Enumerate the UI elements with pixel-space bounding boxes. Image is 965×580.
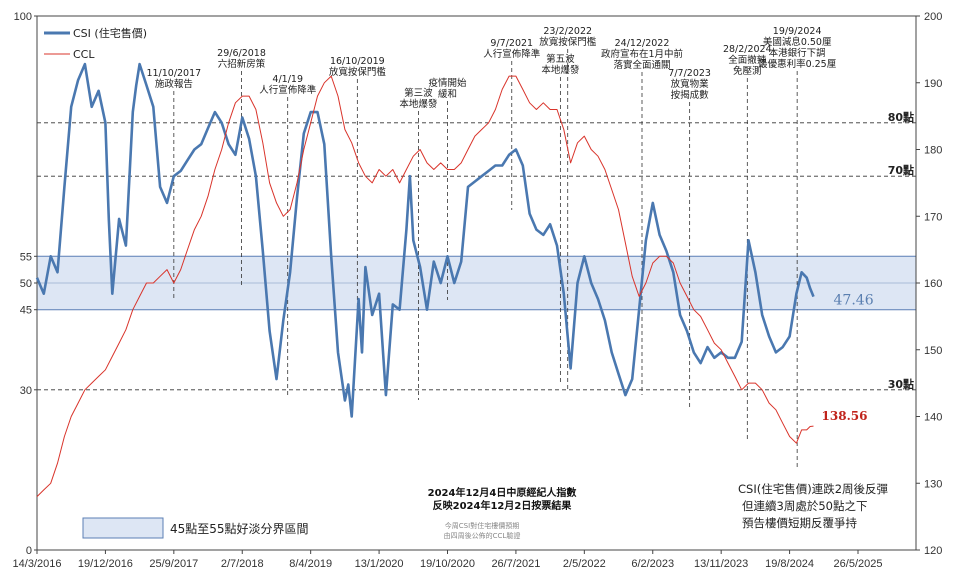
event-label-3-2: 人行宣佈降準 [259, 84, 317, 96]
neutral-band-layer [37, 255, 916, 311]
left-tick-50: 50 [20, 278, 32, 290]
left-tick-45: 45 [20, 305, 32, 317]
event-lines-layer [173, 49, 798, 470]
event-label-13-4: 最優惠利率0.25厘 [758, 58, 837, 70]
event-label-10-2: 政府宣布在1月中前 [601, 48, 683, 60]
comment-line-1: CSI(住宅售價)連跌2周後反彈 [738, 482, 889, 496]
event-label-13-1: 19/9/2024 [773, 26, 822, 37]
event-label-7-2: 人行宣佈降準 [483, 48, 541, 60]
chart-title-line-2: 反映2024年12月2日按票結果 [433, 499, 573, 512]
event-label-13-3: 本港銀行下調 [769, 47, 826, 59]
csi-last-value: 47.46 [834, 293, 874, 309]
ccl-series-line [36, 75, 814, 497]
x-tick-19/8/2024: 19/8/2024 [765, 558, 814, 570]
legend-ccl-label: CCL [73, 48, 95, 61]
event-label-11-1: 7/7/2023 [668, 68, 711, 79]
event-label-11-2: 放寬物業 [671, 78, 710, 90]
x-tick-13/1/2020: 13/1/2020 [355, 558, 404, 570]
event-label-8-1: 23/2/2022 [543, 26, 592, 37]
axes-layer: 0 30 45 50 55 100 120 130 140 150 160 170 180 190 200 1… [13, 11, 943, 570]
left-tick-100: 100 [14, 11, 32, 23]
left-tick-0: 0 [26, 545, 32, 557]
left-tick-30: 30 [20, 385, 32, 397]
legend-csi-label: CSI (住宅售價) [73, 26, 147, 40]
event-label-6-1: 疫情開始 [428, 77, 467, 89]
legend: CSI (住宅售價) CCL [44, 26, 147, 61]
x-tick-6/2/2023: 6/2/2023 [631, 558, 674, 570]
x-tick-2/7/2018: 2/7/2018 [221, 558, 264, 570]
right-tick-180: 180 [924, 145, 942, 157]
x-tick-26/5/2025: 26/5/2025 [834, 558, 883, 570]
event-label-12-1: 28/2/2024 [723, 44, 772, 55]
x-tick-13/11/2023: 13/11/2023 [694, 558, 748, 570]
event-label-3-1: 4/1/19 [272, 74, 303, 85]
right-tick-170: 170 [924, 211, 942, 223]
band-legend-label: 45點至55點好淡分界區間 [170, 522, 309, 536]
chart-title-line-1: 2024年12月4日中原經紀人指數 [428, 486, 577, 499]
event-label-4-2: 放寬按保門檻 [329, 66, 387, 78]
event-label-12-3: 免壓測 [733, 65, 762, 77]
right-tick-190: 190 [924, 78, 942, 90]
event-label-1-1: 11/10/2017 [146, 68, 201, 79]
event-label-10-3: 落實全面通關 [613, 59, 670, 71]
event-label-10-1: 24/12/2022 [615, 38, 670, 49]
right-tick-140: 140 [924, 412, 942, 424]
ref-label-70: 70點 [888, 163, 914, 177]
x-tick-8/4/2019: 8/4/2019 [289, 558, 332, 570]
event-label-2-1: 29/6/2018 [217, 48, 266, 59]
event-label-9-2: 本地爆發 [541, 64, 580, 76]
note-line-1: 今周CSI對住宅樓價預期 [445, 521, 519, 530]
x-tick-14/3/2016: 14/3/2016 [13, 558, 62, 570]
event-label-12-2: 全面撤辣 [728, 54, 767, 66]
event-label-8-2: 放寬按保門檻 [539, 36, 597, 48]
event-label-5-2: 本地爆發 [399, 98, 438, 110]
x-tick-19/10/2020: 19/10/2020 [420, 558, 475, 570]
ccl-last-value: 138.56 [822, 409, 868, 423]
event-label-13-2: 美國減息0.50厘 [763, 36, 832, 48]
right-tick-130: 130 [924, 478, 942, 490]
ref-label-30: 30點 [888, 377, 914, 391]
event-label-2-2: 六招新房策 [218, 58, 266, 70]
series-layer [35, 62, 815, 497]
band-legend: 45點至55點好淡分界區間 [82, 517, 309, 539]
x-tick-19/12/2016: 19/12/2016 [78, 558, 133, 570]
x-tick-2/5/2022: 2/5/2022 [563, 558, 606, 570]
x-tick-26/7/2021: 26/7/2021 [491, 558, 540, 570]
csi-series-line [35, 62, 815, 418]
band-legend-swatch [82, 517, 164, 539]
event-label-5-1: 第三波 [404, 87, 433, 99]
commentary: CSI(住宅售價)連跌2周後反彈 但連續3周處於50點之下 預告樓價短期反覆爭持 [738, 482, 889, 530]
right-tick-200: 200 [924, 11, 942, 23]
comment-line-2: 但連續3周處於50點之下 [742, 499, 867, 513]
source-note: 今周CSI對住宅樓價預期 由四周後公佈的CCL驗證 [444, 521, 521, 540]
x-tick-25/9/2017: 25/9/2017 [149, 558, 198, 570]
event-label-7-1: 9/7/2021 [490, 38, 533, 49]
chart-title: 2024年12月4日中原經紀人指數 反映2024年12月2日按票結果 [428, 486, 577, 512]
event-label-1-2: 施政報告 [155, 78, 193, 90]
left-tick-55: 55 [20, 251, 32, 263]
right-tick-160: 160 [924, 278, 942, 290]
right-tick-120: 120 [924, 545, 942, 557]
right-tick-150: 150 [924, 345, 942, 357]
event-label-9-1: 第五波 [546, 53, 575, 65]
event-label-6-2: 緩和 [438, 88, 457, 100]
comment-line-3: 預告樓價短期反覆爭持 [742, 516, 857, 530]
note-line-2: 由四周後公佈的CCL驗證 [444, 531, 521, 540]
event-label-11-3: 按揭成數 [671, 89, 710, 101]
ref-label-80: 80點 [888, 110, 914, 124]
event-label-4-1: 16/10/2019 [330, 56, 385, 67]
